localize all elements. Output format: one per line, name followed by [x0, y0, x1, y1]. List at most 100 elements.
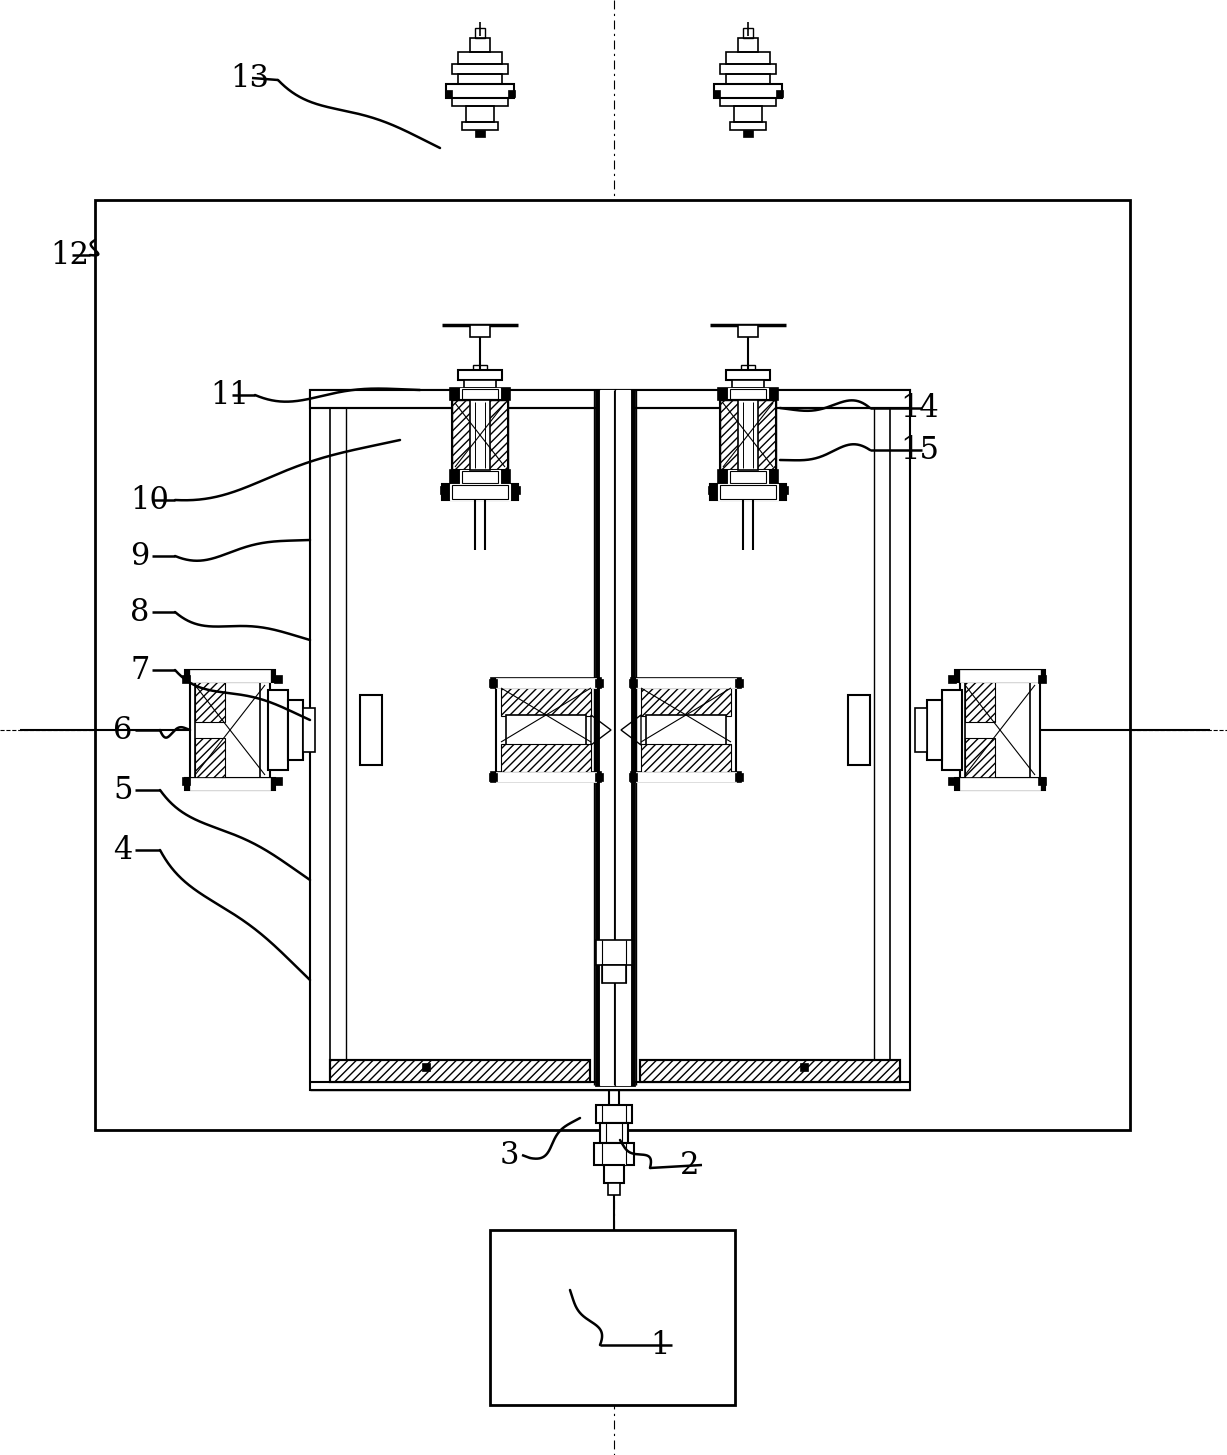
Bar: [604, 1165, 625, 1183]
Bar: [1038, 777, 1045, 786]
Bar: [274, 675, 282, 682]
Bar: [708, 486, 717, 495]
Bar: [640, 688, 731, 716]
Bar: [600, 1123, 628, 1144]
Bar: [800, 1064, 809, 1071]
Bar: [948, 675, 956, 682]
Bar: [602, 1144, 626, 1165]
Bar: [960, 778, 1040, 790]
Bar: [190, 778, 270, 790]
Bar: [848, 695, 870, 765]
Bar: [458, 370, 502, 380]
Bar: [629, 773, 637, 781]
Text: 5: 5: [113, 774, 133, 806]
Bar: [780, 486, 788, 495]
Bar: [616, 390, 629, 1085]
Bar: [734, 106, 762, 122]
Bar: [185, 669, 275, 682]
Bar: [730, 122, 766, 129]
Bar: [496, 682, 596, 778]
Bar: [491, 773, 601, 781]
Bar: [470, 38, 490, 52]
Bar: [185, 778, 275, 790]
Text: 10: 10: [130, 485, 169, 515]
Text: 14: 14: [899, 393, 939, 423]
Bar: [928, 700, 942, 760]
Bar: [463, 388, 498, 399]
Bar: [964, 682, 1029, 778]
Bar: [594, 1144, 634, 1165]
Bar: [720, 400, 775, 470]
Bar: [470, 324, 490, 338]
Bar: [942, 690, 962, 770]
Bar: [600, 390, 614, 1085]
Bar: [730, 388, 766, 399]
Bar: [737, 324, 758, 338]
Bar: [631, 773, 741, 781]
Bar: [730, 471, 766, 483]
Bar: [450, 388, 510, 400]
Bar: [636, 678, 736, 688]
Bar: [501, 688, 591, 716]
Bar: [948, 777, 956, 786]
Bar: [475, 129, 485, 137]
Bar: [452, 485, 508, 499]
Bar: [330, 1061, 590, 1083]
Bar: [718, 485, 778, 501]
Bar: [720, 97, 775, 106]
Bar: [735, 773, 744, 781]
Bar: [190, 669, 270, 682]
Bar: [512, 486, 520, 495]
Bar: [190, 675, 270, 786]
Text: 2: 2: [680, 1149, 699, 1180]
Bar: [460, 388, 499, 400]
Bar: [713, 90, 720, 97]
Bar: [595, 679, 602, 687]
Bar: [267, 690, 288, 770]
Text: 11: 11: [210, 380, 249, 410]
Bar: [182, 675, 190, 682]
Bar: [452, 64, 508, 74]
Bar: [1038, 675, 1045, 682]
Bar: [450, 470, 510, 485]
Bar: [310, 390, 910, 407]
Bar: [195, 682, 260, 778]
Bar: [744, 28, 753, 38]
Bar: [714, 84, 782, 97]
Bar: [501, 744, 591, 773]
Text: 4: 4: [113, 835, 133, 866]
Bar: [452, 400, 508, 470]
Bar: [475, 28, 485, 38]
Bar: [596, 940, 632, 965]
Bar: [728, 388, 768, 400]
Bar: [735, 679, 744, 687]
Bar: [737, 400, 758, 470]
Bar: [602, 965, 626, 984]
Bar: [775, 90, 783, 97]
Bar: [631, 678, 741, 688]
Bar: [94, 199, 1130, 1131]
Bar: [274, 777, 282, 786]
Bar: [458, 74, 502, 84]
Bar: [490, 679, 497, 687]
Bar: [955, 778, 1045, 790]
Bar: [964, 738, 995, 778]
Bar: [508, 90, 515, 97]
Bar: [596, 1104, 632, 1123]
Bar: [728, 470, 768, 485]
Bar: [726, 74, 771, 84]
Bar: [720, 400, 775, 470]
Bar: [303, 709, 315, 752]
Bar: [955, 669, 1045, 682]
Bar: [310, 390, 910, 1090]
Bar: [737, 38, 758, 52]
Bar: [464, 380, 496, 388]
Bar: [330, 1061, 590, 1083]
Bar: [710, 485, 787, 501]
Bar: [470, 400, 490, 470]
Bar: [450, 485, 510, 501]
Text: 1: 1: [650, 1330, 670, 1360]
Bar: [496, 678, 596, 688]
Text: 9: 9: [130, 540, 150, 572]
Bar: [490, 1229, 735, 1406]
